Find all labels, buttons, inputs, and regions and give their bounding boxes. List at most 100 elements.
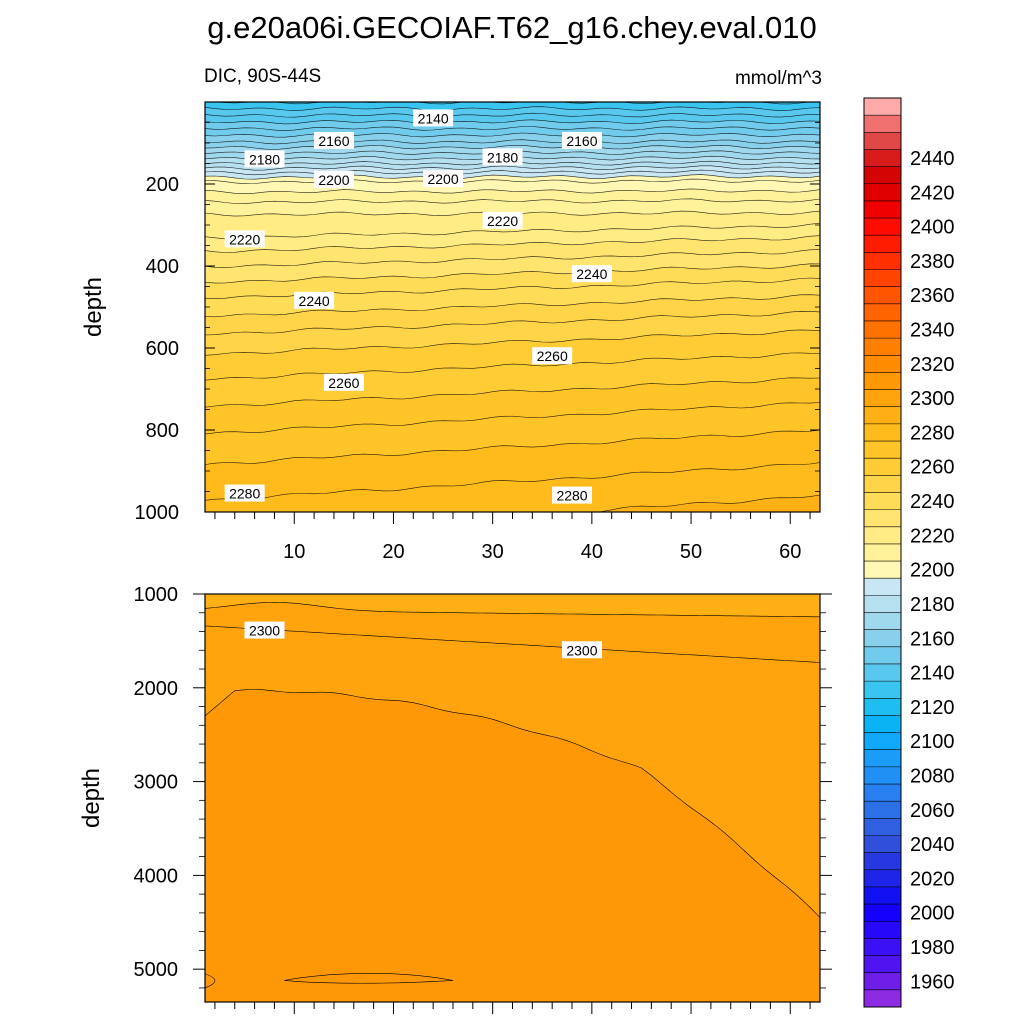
colorbar-swatch bbox=[864, 715, 901, 734]
colorbar-swatch bbox=[864, 578, 901, 596]
contour-label-box bbox=[313, 131, 354, 149]
contour-line-2210 bbox=[205, 198, 820, 204]
colorbar-label: 2400 bbox=[910, 217, 955, 239]
contour-label: 2160 bbox=[566, 133, 597, 149]
colorbar-label: 2160 bbox=[910, 628, 955, 650]
x-tick-label: 40 bbox=[581, 541, 603, 563]
upper-contour-lines bbox=[205, 102, 820, 512]
contour-label: 2140 bbox=[418, 110, 449, 126]
colorbar-swatch bbox=[864, 166, 901, 185]
contour-label-box bbox=[552, 486, 593, 504]
x-tick-label: 60 bbox=[779, 541, 801, 563]
contour-label-box bbox=[413, 109, 454, 127]
lower-fill-layer bbox=[205, 594, 820, 1002]
contour-label: 2180 bbox=[487, 149, 518, 165]
contour-label: 2300 bbox=[566, 642, 597, 658]
colorbar-swatch bbox=[864, 543, 901, 562]
colorbar-swatch bbox=[864, 972, 901, 991]
colorbar-label: 2020 bbox=[910, 868, 955, 890]
colorbar-swatch bbox=[864, 681, 901, 699]
contour-line-2195 bbox=[205, 174, 820, 180]
colorbar-label: 2340 bbox=[910, 320, 955, 342]
contour-line-2220 bbox=[205, 223, 820, 240]
contour-line-2255 bbox=[205, 329, 820, 356]
x-tick-label: 10 bbox=[283, 541, 305, 563]
colorbar-swatch bbox=[864, 663, 901, 682]
colorbar-swatch bbox=[864, 235, 901, 253]
colorbar-swatch bbox=[864, 303, 901, 322]
colorbar-swatch bbox=[864, 406, 901, 425]
upper-fill-layer bbox=[205, 102, 820, 512]
contour-label: 2160 bbox=[318, 133, 349, 149]
colorbar-label: 2420 bbox=[910, 182, 955, 204]
contour-line-2230 bbox=[205, 249, 820, 268]
contour-label-box bbox=[423, 170, 464, 188]
contour-line-2245 bbox=[205, 294, 820, 318]
colorbar-swatch bbox=[864, 269, 901, 288]
colorbar-swatch bbox=[864, 423, 901, 442]
lower-contour-line bbox=[205, 602, 820, 618]
y-tick-label: 1000 bbox=[134, 584, 179, 606]
y-tick-label: 2000 bbox=[134, 678, 179, 700]
contour-line-2285 bbox=[562, 494, 820, 512]
colorbar-swatch bbox=[864, 458, 901, 476]
colorbar-label: 2100 bbox=[910, 731, 955, 753]
contour-label-box bbox=[561, 641, 602, 659]
y-tick-label: 5000 bbox=[134, 959, 179, 981]
contour-line-2205 bbox=[205, 188, 820, 195]
contour-line-2190 bbox=[205, 169, 820, 176]
colorbar-label: 2040 bbox=[910, 834, 955, 856]
colorbar-swatch bbox=[864, 749, 901, 768]
colorbar-swatch bbox=[864, 183, 901, 202]
y-tick-label: 3000 bbox=[134, 772, 179, 794]
colorbar-swatch bbox=[864, 629, 901, 648]
contour-label-box bbox=[482, 148, 523, 166]
colorbar-swatch bbox=[864, 218, 901, 236]
upper-band-2285 bbox=[205, 495, 820, 512]
colorbar-label: 2320 bbox=[910, 354, 955, 376]
colorbar-label: 1980 bbox=[910, 937, 955, 959]
contour-label-box bbox=[224, 484, 265, 502]
subtitle-left: DIC, 90S-44S bbox=[204, 66, 321, 87]
contour-label-box bbox=[244, 621, 285, 639]
colorbar-label: 2360 bbox=[910, 285, 955, 307]
colorbar-label: 2080 bbox=[910, 765, 955, 787]
contour-label: 2280 bbox=[229, 486, 260, 502]
contour-line-2265 bbox=[205, 377, 820, 408]
contour-label-box bbox=[244, 150, 285, 168]
contour-label: 2240 bbox=[299, 293, 330, 309]
colorbar-swatch bbox=[864, 492, 901, 511]
y-tick-label: 4000 bbox=[134, 865, 179, 887]
contour-label: 2240 bbox=[576, 266, 607, 282]
contour-label: 2260 bbox=[328, 375, 359, 391]
colorbar-swatch bbox=[864, 561, 901, 579]
colorbar-swatch bbox=[864, 441, 901, 459]
y-tick-label: 600 bbox=[146, 338, 179, 360]
contour-line-2250 bbox=[205, 310, 820, 336]
contour-line-2135 bbox=[205, 106, 820, 111]
lower-contour-line bbox=[205, 625, 820, 663]
colorbar-swatch bbox=[864, 904, 901, 922]
colorbar-swatch bbox=[864, 595, 901, 614]
colorbar-swatch bbox=[864, 286, 901, 305]
colorbar-swatch bbox=[864, 475, 901, 493]
colorbar-label: 2000 bbox=[910, 903, 955, 925]
contour-label: 2280 bbox=[556, 488, 587, 504]
y-axis-label: depth bbox=[78, 768, 105, 828]
colorbar-label: 2180 bbox=[910, 594, 955, 616]
colorbar-label: 2300 bbox=[910, 388, 955, 410]
contour-label-box bbox=[224, 230, 265, 248]
contour-label: 2200 bbox=[318, 172, 349, 188]
colorbar-label: 2140 bbox=[910, 663, 955, 685]
contour-label: 2220 bbox=[229, 231, 260, 247]
contour-label-box bbox=[532, 347, 573, 365]
figure-title: g.e20a06i.GECOIAF.T62_g16.chey.eval.010 bbox=[207, 10, 816, 45]
colorbar-swatch bbox=[864, 784, 901, 802]
colorbar-label: 2060 bbox=[910, 800, 955, 822]
colorbar-label: 2440 bbox=[910, 148, 955, 170]
colorbar-swatch bbox=[864, 252, 901, 271]
colorbar-swatch bbox=[864, 955, 901, 974]
colorbar-swatch bbox=[864, 389, 901, 408]
colorbar-label: 2120 bbox=[910, 697, 955, 719]
